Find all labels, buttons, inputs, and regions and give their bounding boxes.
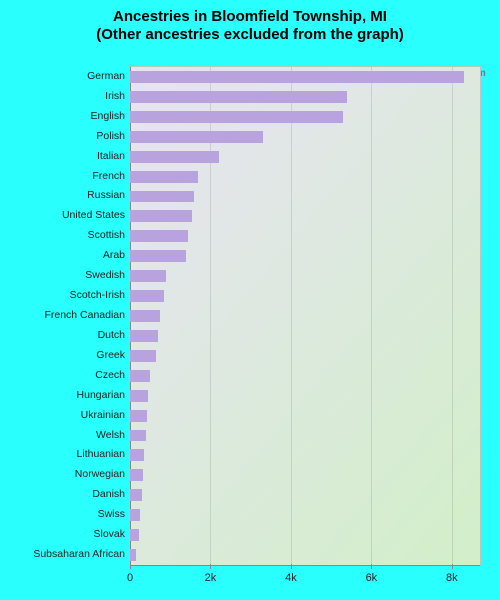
y-tick-label: Welsh: [96, 429, 125, 440]
y-tick-label: United States: [62, 210, 125, 221]
chart: German Irish English Polish Italian French Rus…: [10, 58, 490, 590]
bar: [130, 430, 146, 442]
y-tick-label: Slovak: [93, 529, 125, 540]
x-axis-line: [130, 565, 480, 566]
bar: [130, 91, 347, 103]
x-tick-label: 6k: [366, 572, 378, 584]
gridline-v: [291, 67, 292, 565]
y-tick-label: Hungarian: [77, 389, 125, 400]
y-tick-label: Greek: [96, 350, 125, 361]
y-tick-label: German: [87, 71, 125, 82]
bar: [130, 509, 140, 521]
bar: [130, 111, 343, 123]
bar: [130, 151, 219, 163]
y-tick-label: Russian: [87, 190, 125, 201]
y-tick-label: Italian: [97, 150, 125, 161]
bar: [130, 529, 139, 541]
bar: [130, 350, 156, 362]
y-tick-label: Swedish: [85, 270, 125, 281]
y-tick-label: English: [91, 111, 125, 122]
x-tick: [291, 564, 292, 569]
bar: [130, 489, 142, 501]
bar: [130, 71, 464, 83]
title-line2: (Other ancestries excluded from the grap…: [96, 26, 404, 43]
x-tick: [210, 564, 211, 569]
x-tick-label: 4k: [285, 572, 297, 584]
y-tick-label: Arab: [103, 250, 125, 261]
y-tick-label: Dutch: [98, 330, 125, 341]
bar: [130, 469, 143, 481]
gridline-v: [452, 67, 453, 565]
bar: [130, 390, 148, 402]
title-line1: Ancestries in Bloomfield Township, MI: [113, 8, 387, 25]
bar: [130, 370, 150, 382]
y-tick-label: Polish: [96, 130, 125, 141]
bar: [130, 191, 194, 203]
bar: [130, 270, 166, 282]
bar: [130, 210, 192, 222]
x-tick-label: 8k: [446, 572, 458, 584]
x-tick: [371, 564, 372, 569]
y-tick-label: Irish: [105, 91, 125, 102]
x-tick-label: 0: [127, 572, 133, 584]
y-tick-label: Ukrainian: [81, 409, 125, 420]
bar: [130, 131, 263, 143]
y-tick-label: Swiss: [98, 509, 125, 520]
x-tick-label: 2k: [205, 572, 217, 584]
y-tick-label: French Canadian: [44, 310, 125, 321]
y-tick-label: Danish: [92, 489, 125, 500]
y-tick-label: Norwegian: [75, 469, 125, 480]
x-tick: [452, 564, 453, 569]
y-tick-label: Subsaharan African: [33, 549, 125, 560]
bar: [130, 549, 136, 561]
y-tick-label: French: [92, 170, 125, 181]
gridline-v: [371, 67, 372, 565]
page: Ancestries in Bloomfield Township, MI (O…: [0, 0, 500, 600]
bar: [130, 310, 160, 322]
y-tick-label: Scottish: [88, 230, 125, 241]
bar: [130, 171, 198, 183]
x-tick: [130, 564, 131, 569]
chart-title: Ancestries in Bloomfield Township, MI (O…: [0, 0, 500, 44]
bar: [130, 330, 158, 342]
bar: [130, 410, 147, 422]
bar: [130, 230, 188, 242]
y-tick-label: Scotch-Irish: [70, 290, 125, 301]
bar: [130, 290, 164, 302]
y-tick-label: Lithuanian: [77, 449, 125, 460]
bar: [130, 449, 144, 461]
y-tick-label: Czech: [95, 370, 125, 381]
bar: [130, 250, 186, 262]
plot-area: [130, 66, 481, 565]
